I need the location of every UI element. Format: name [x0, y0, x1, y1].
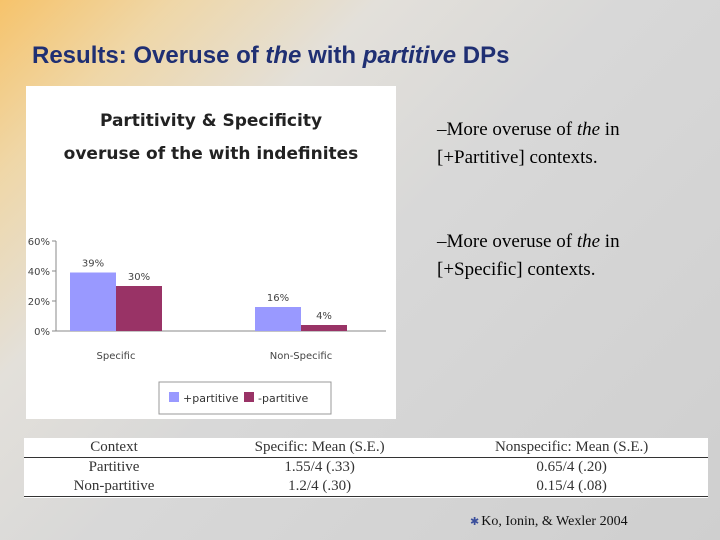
- bullet-line: [+Partitive] contexts.: [437, 147, 598, 168]
- legend-label: -partitive: [258, 392, 308, 405]
- table-header-cell: Nonspecific: Mean (S.E.): [435, 438, 708, 458]
- results-table: Context Specific: Mean (S.E.) Nonspecifi…: [24, 438, 708, 498]
- table-cell: Non-partitive: [24, 477, 204, 497]
- legend-swatch: [244, 392, 254, 402]
- table-row: Non-partitive 1.2/4 (.30) 0.15/4 (.08): [24, 477, 708, 497]
- table-cell: 1.2/4 (.30): [204, 477, 436, 497]
- x-tick-label: Non-Specific: [270, 351, 332, 362]
- bullet-item: –More overuse of the in [+Specific] cont…: [437, 228, 707, 284]
- bullet-mark-icon: ✱: [470, 516, 480, 528]
- y-tick-label: 0%: [34, 327, 50, 338]
- bar: [116, 286, 162, 331]
- table-cell: Partitive: [88, 459, 140, 475]
- table-cell: 1.55/4 (.33): [284, 459, 355, 475]
- data-label: 30%: [128, 272, 150, 283]
- data-label: 39%: [82, 259, 104, 270]
- legend-box: [158, 381, 332, 415]
- table-header-row: Context Specific: Mean (S.E.) Nonspecifi…: [24, 438, 708, 458]
- legend-swatch: [169, 392, 179, 402]
- y-tick-label: 40%: [28, 267, 50, 278]
- bullet-line: [+Specific] contexts.: [437, 259, 596, 280]
- citation: ✱ Ko, Ionin, & Wexler 2004: [470, 514, 628, 529]
- data-label: 16%: [267, 293, 289, 304]
- table-cell: 0.65/4 (.20): [536, 459, 607, 475]
- table-cell: 0.15/4 (.08): [435, 477, 708, 497]
- bullet-item: –More overuse of the in [+Partitive] con…: [437, 116, 707, 172]
- chart-svg: Partitivity & Specificity overuse of the …: [28, 111, 386, 415]
- bullet-line: –More overuse of the in: [437, 231, 620, 252]
- bar: [70, 272, 116, 331]
- table-row: Partitive 1.55/4 (.33) 0.65/4 (.20): [24, 458, 708, 478]
- bullet-line: –More overuse of the in: [437, 119, 620, 140]
- slide-title: Results: Overuse of the with partitive D…: [32, 42, 510, 69]
- bar: [301, 325, 347, 331]
- y-tick-label: 60%: [28, 237, 50, 248]
- legend-label: +partitive: [183, 392, 239, 405]
- bar: [255, 307, 301, 331]
- table-header-cell: Specific: Mean (S.E.): [204, 438, 436, 458]
- y-tick-label: 20%: [28, 297, 50, 308]
- table-header-cell: Context: [24, 438, 204, 458]
- x-tick-label: Specific: [97, 351, 136, 362]
- chart-title: Partitivity & Specificity: [100, 111, 322, 131]
- chart-title: overuse of the with indefinites: [64, 144, 359, 164]
- bullet-list: –More overuse of the in [+Partitive] con…: [437, 116, 707, 340]
- data-label: 4%: [316, 311, 332, 322]
- bar-chart: Partitivity & Specificity overuse of the …: [26, 86, 396, 419]
